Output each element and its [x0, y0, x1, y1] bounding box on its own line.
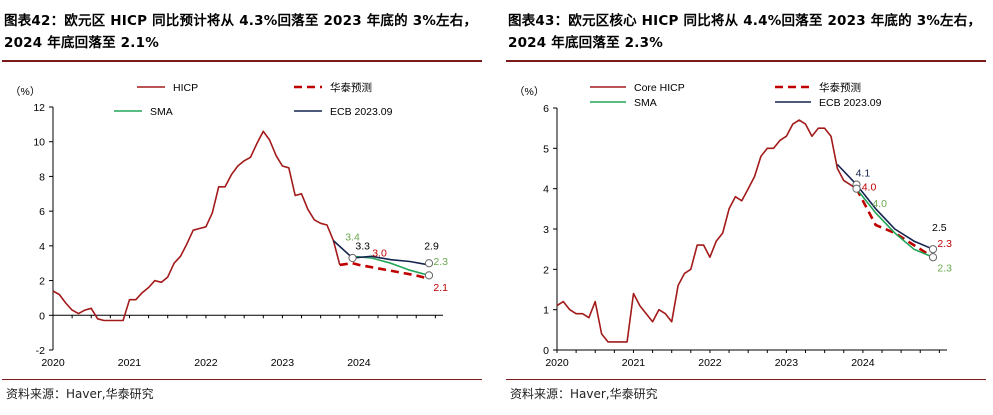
y-axis-label: （%） [514, 86, 544, 98]
y-tick-label: 2 [39, 276, 45, 288]
series-line-core-hicp [556, 119, 857, 343]
series-line-hicp [52, 130, 341, 322]
y-tick-label: 4 [39, 241, 45, 253]
legend-label: 华泰预测 [330, 81, 372, 94]
legend-label: SMA [150, 106, 173, 118]
series-line-ecb-2023-09 [332, 240, 430, 266]
legend-label: Core HICP [634, 82, 685, 94]
data-point-marker [852, 184, 861, 193]
data-label: 2.3 [433, 256, 448, 268]
data-point-marker [424, 271, 434, 280]
data-label: 2.3 [937, 238, 952, 250]
data-label: 3.0 [372, 247, 387, 259]
source-note: 资料来源：Haver,华泰研究 [510, 387, 658, 401]
y-tick-label: 5 [543, 143, 549, 155]
chart-core-hicp: （%） 0 1 2 3 4 5 6 2020 2021 2022 2023 2024 4.1 4.0 4.0 2… [514, 81, 952, 369]
x-tick-label: 2020 [41, 357, 65, 369]
y-tick-label: 0 [39, 310, 45, 322]
data-label: 2.1 [433, 282, 448, 294]
data-label: 2.5 [932, 222, 947, 234]
chart-hicp: （%） -2 0 2 4 6 8 10 12 2020 2021 2022 2023 2024 3.43.3… [10, 81, 448, 369]
x-tick-label: 2021 [118, 357, 142, 369]
series-line-ecb-2023-09 [836, 163, 934, 250]
data-label: 2.9 [424, 240, 439, 252]
legend-label: HICP [173, 82, 198, 94]
data-point-marker [348, 253, 357, 263]
data-label: 4.0 [862, 182, 877, 194]
data-point-marker [928, 245, 938, 254]
x-tick-label: 2020 [545, 357, 569, 369]
x-tick-label: 2023 [775, 357, 799, 369]
data-label: 3.4 [345, 232, 360, 244]
legend-label: ECB 2023.09 [819, 97, 882, 109]
data-point-marker [928, 253, 938, 262]
data-label: 3.3 [355, 240, 370, 252]
y-tick-label: 6 [39, 206, 45, 218]
data-label: 4.1 [856, 168, 871, 180]
chart-panel-core-hicp: 图表43：欧元区核心 HICP 同比将从 4.4%回落至 2023 年底的 3%… [504, 0, 993, 415]
y-tick-label: 6 [543, 103, 549, 115]
y-tick-label: -2 [36, 345, 45, 357]
y-tick-label: 4 [543, 184, 549, 196]
data-label: 2.3 [937, 262, 952, 274]
series-line-- [855, 188, 934, 259]
data-label: 4.0 [872, 198, 887, 210]
x-tick-label: 2024 [851, 357, 875, 369]
legend-label: ECB 2023.09 [330, 106, 393, 118]
title-divider [506, 60, 986, 62]
series-line-sma [855, 188, 934, 258]
data-point-marker [424, 259, 434, 268]
y-tick-label: 12 [33, 102, 45, 114]
source-divider [506, 379, 986, 380]
y-tick-label: 8 [39, 171, 45, 183]
source-divider [2, 379, 482, 380]
y-tick-label: 2 [543, 264, 549, 276]
x-tick-label: 2023 [271, 357, 295, 369]
y-tick-label: 1 [543, 305, 549, 317]
x-tick-label: 2022 [194, 357, 218, 369]
title-divider [2, 60, 482, 62]
y-axis-label: （%） [10, 86, 40, 98]
chart-title: 图表43：欧元区核心 HICP 同比将从 4.4%回落至 2023 年底的 3%… [508, 13, 982, 51]
y-tick-label: 3 [543, 224, 549, 236]
y-tick-label: 0 [543, 345, 549, 357]
source-note: 资料来源：Haver,华泰研究 [6, 387, 154, 401]
x-tick-label: 2022 [698, 357, 722, 369]
legend-label: SMA [634, 97, 657, 109]
x-tick-label: 2021 [622, 357, 646, 369]
chart-title: 图表42：欧元区 HICP 同比预计将从 4.3%回落至 2023 年底的 3%… [4, 13, 478, 51]
y-tick-label: 10 [33, 137, 45, 149]
chart-panel-hicp: 图表42：欧元区 HICP 同比预计将从 4.3%回落至 2023 年底的 3%… [0, 0, 488, 415]
x-tick-label: 2024 [347, 357, 371, 369]
legend-label: 华泰预测 [819, 81, 861, 94]
